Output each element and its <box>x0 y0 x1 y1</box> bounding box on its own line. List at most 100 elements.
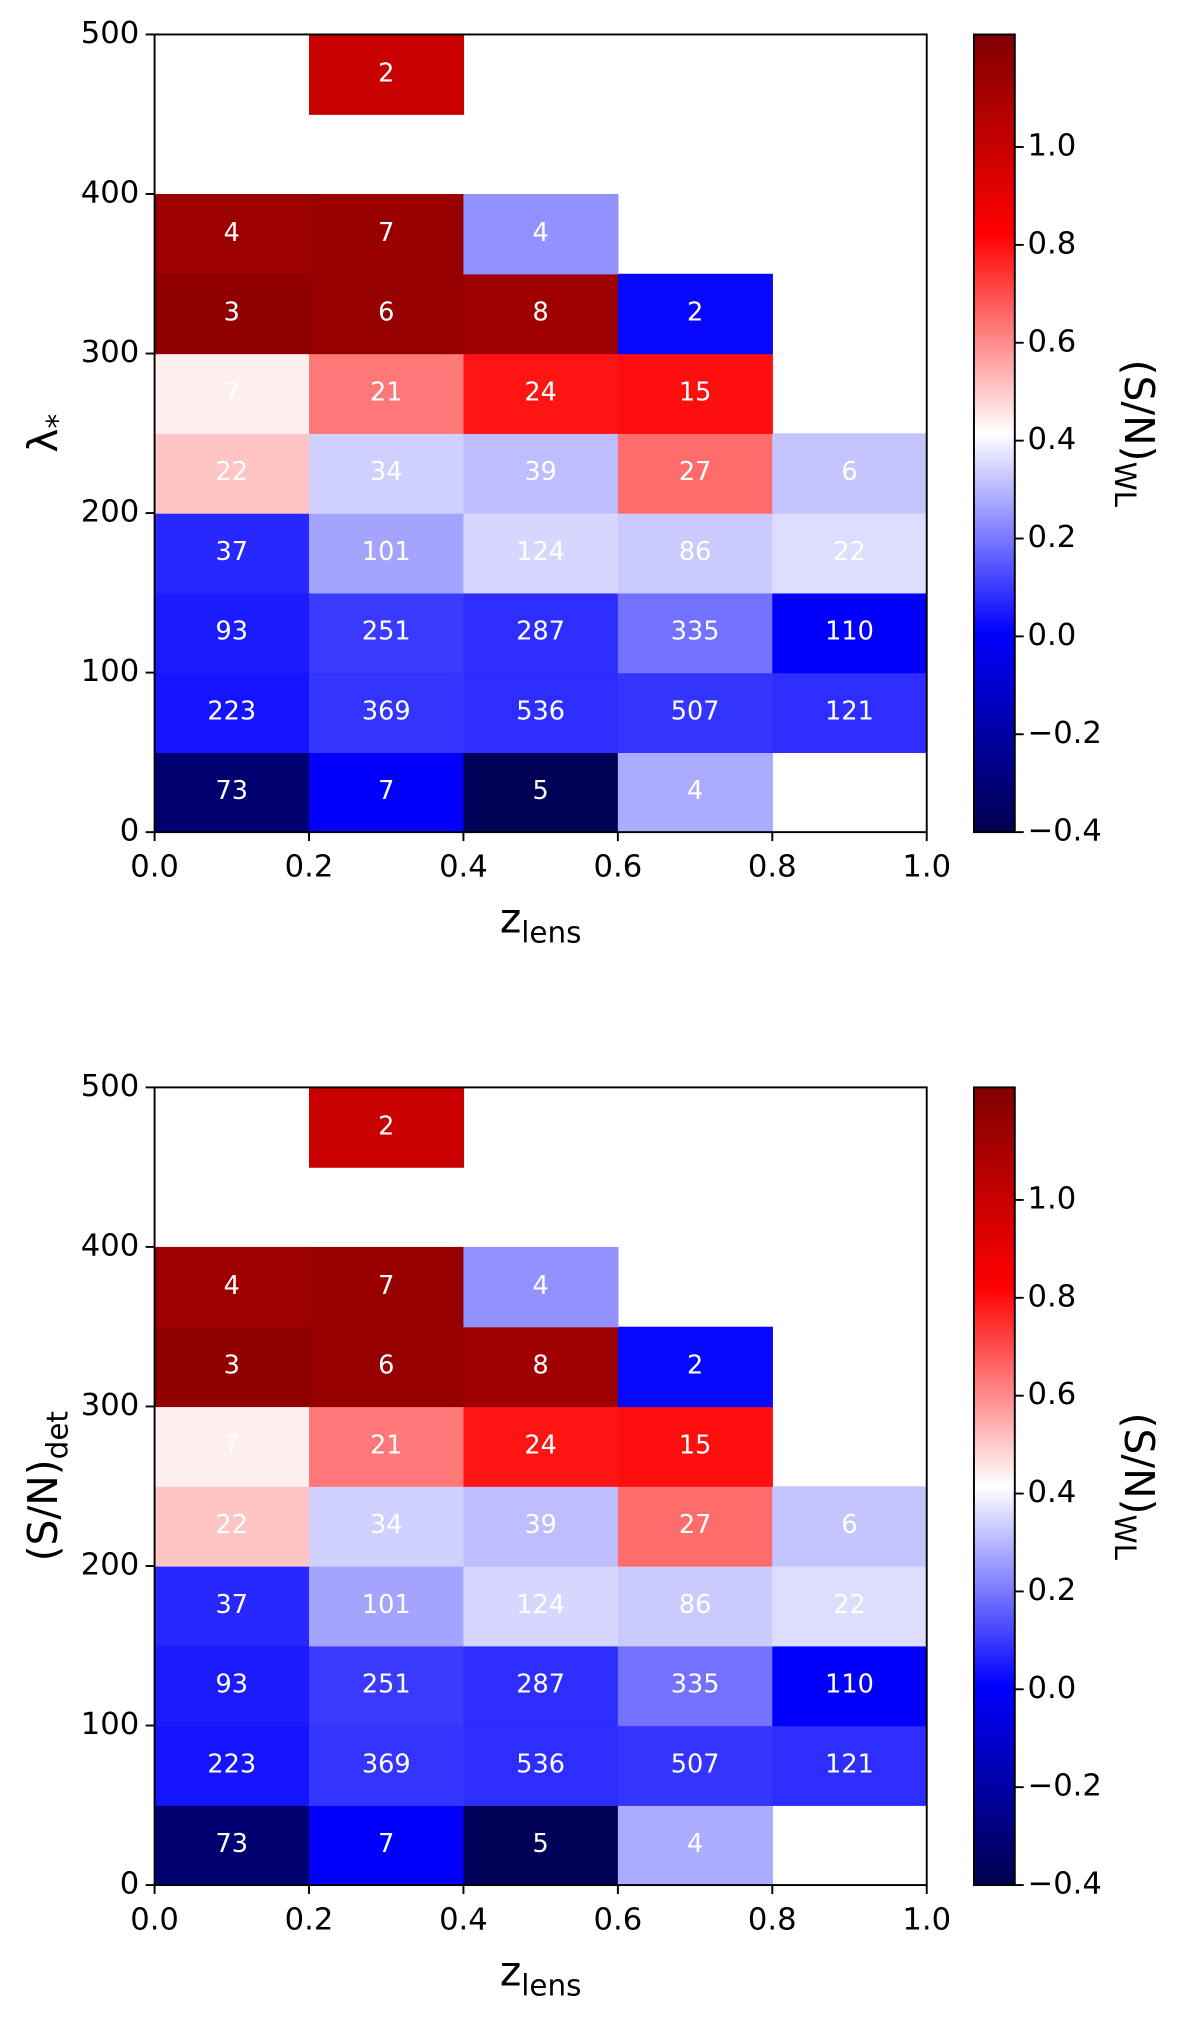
cell-count: 73 <box>216 1829 248 1859</box>
x-tick-label: 0.8 <box>748 849 797 884</box>
cell <box>309 1725 465 1806</box>
cell <box>309 752 465 833</box>
y-tick-label: 500 <box>81 1069 139 1104</box>
cell-count: 8 <box>533 298 549 328</box>
cell <box>154 672 310 754</box>
cell <box>617 1805 773 1886</box>
cell <box>463 1805 619 1886</box>
cell-count: 335 <box>671 617 720 647</box>
x-tick-label: 0.0 <box>130 849 179 884</box>
colorbar-tick-label: 0.2 <box>1028 520 1077 555</box>
cell-count: 8 <box>533 1351 549 1381</box>
x-axis-label-sub: lens <box>521 1968 581 2002</box>
y-axis-label: λ* <box>19 414 74 453</box>
cell <box>772 513 928 594</box>
colorbar-tick-label: 1.0 <box>1028 1181 1077 1216</box>
cell-count: 369 <box>362 1749 411 1779</box>
cell <box>309 34 465 115</box>
cell <box>309 1246 465 1328</box>
cell-count: 6 <box>378 1351 394 1381</box>
cell <box>154 1565 310 1647</box>
cell-count: 34 <box>370 1510 402 1540</box>
colorbar-label-main: (S/N) <box>1115 360 1163 462</box>
cell-count: 5 <box>533 776 549 806</box>
cell <box>154 1486 310 1567</box>
cell-count: 287 <box>516 617 565 647</box>
cell <box>309 513 465 594</box>
x-tick-label: 0.2 <box>285 1902 334 1937</box>
colorbar-tick-label: 0.4 <box>1028 422 1077 457</box>
cell <box>617 513 773 594</box>
y-tick-label: 400 <box>81 1228 139 1263</box>
cell-count: 6 <box>378 298 394 328</box>
cell-count: 369 <box>362 696 411 726</box>
colorbar-tick-label: 0.0 <box>1028 618 1077 653</box>
cell <box>154 1725 310 1806</box>
y-axis-label-main: (S/N) <box>19 1459 67 1561</box>
cell-count: 27 <box>679 1510 711 1540</box>
cell <box>772 1725 928 1806</box>
cell-count: 4 <box>533 1271 549 1301</box>
cell-count: 37 <box>216 1590 248 1620</box>
cell-count: 2 <box>687 1351 703 1381</box>
cell <box>617 672 773 754</box>
cell <box>309 1805 465 1886</box>
cell-count: 15 <box>679 1430 711 1460</box>
cell <box>154 433 310 514</box>
x-tick-label: 1.0 <box>902 1902 951 1937</box>
y-axis-label-sub: * <box>40 414 74 429</box>
cell-count: 24 <box>524 1430 556 1460</box>
y-tick-label: 500 <box>81 16 139 51</box>
cell-count: 4 <box>224 218 240 248</box>
cell <box>309 1326 465 1408</box>
cell-count: 86 <box>679 1590 711 1620</box>
x-axis-label: zlens <box>500 1947 582 2002</box>
cell-count: 27 <box>679 457 711 487</box>
cell-count: 4 <box>687 776 703 806</box>
cell-count: 7 <box>378 1271 394 1301</box>
cell <box>463 592 619 674</box>
colorbar-tick-label: 0.6 <box>1028 1377 1077 1412</box>
colorbar-tick-label: −0.4 <box>1028 814 1102 849</box>
x-tick-label: 0.4 <box>439 849 488 884</box>
colorbar-tick-label: 0.2 <box>1028 1573 1077 1608</box>
cell-count: 3 <box>224 298 240 328</box>
cell-count: 15 <box>679 377 711 407</box>
cell <box>617 1725 773 1806</box>
cell-count: 6 <box>841 1510 857 1540</box>
cell-count: 73 <box>216 776 248 806</box>
cell <box>309 433 465 514</box>
x-tick-label: 0.4 <box>439 1902 488 1937</box>
colorbar-label: (S/N)WL <box>1108 1412 1163 1560</box>
cell-count: 22 <box>833 537 865 567</box>
y-tick-label: 100 <box>81 654 139 689</box>
colorbar-label-sub: WL <box>1108 1515 1142 1561</box>
x-tick-label: 0.6 <box>594 1902 643 1937</box>
x-axis-label-sub: lens <box>521 915 581 949</box>
cell <box>463 672 619 754</box>
cell-count: 34 <box>370 457 402 487</box>
cell <box>617 592 773 674</box>
cell-count: 124 <box>516 537 565 567</box>
cell-count: 110 <box>825 617 874 647</box>
cell <box>617 1565 773 1647</box>
colorbar-tick-label: 0.8 <box>1028 1279 1077 1314</box>
cell <box>309 273 465 355</box>
cell <box>154 1326 310 1408</box>
cell <box>463 1326 619 1408</box>
cell <box>617 273 773 355</box>
cell-count: 93 <box>216 1670 248 1700</box>
cell-count: 251 <box>362 1670 411 1700</box>
y-axis-label-sub: det <box>40 1411 74 1459</box>
cell <box>309 1565 465 1647</box>
cell <box>617 353 773 434</box>
cell-count: 7 <box>224 1430 240 1460</box>
cell-count: 22 <box>833 1590 865 1620</box>
cell-count: 121 <box>825 696 874 726</box>
cell <box>154 273 310 355</box>
cell-count: 7 <box>378 218 394 248</box>
x-axis-label: zlens <box>500 894 582 949</box>
colorbar-tick-label: −0.2 <box>1028 716 1102 751</box>
